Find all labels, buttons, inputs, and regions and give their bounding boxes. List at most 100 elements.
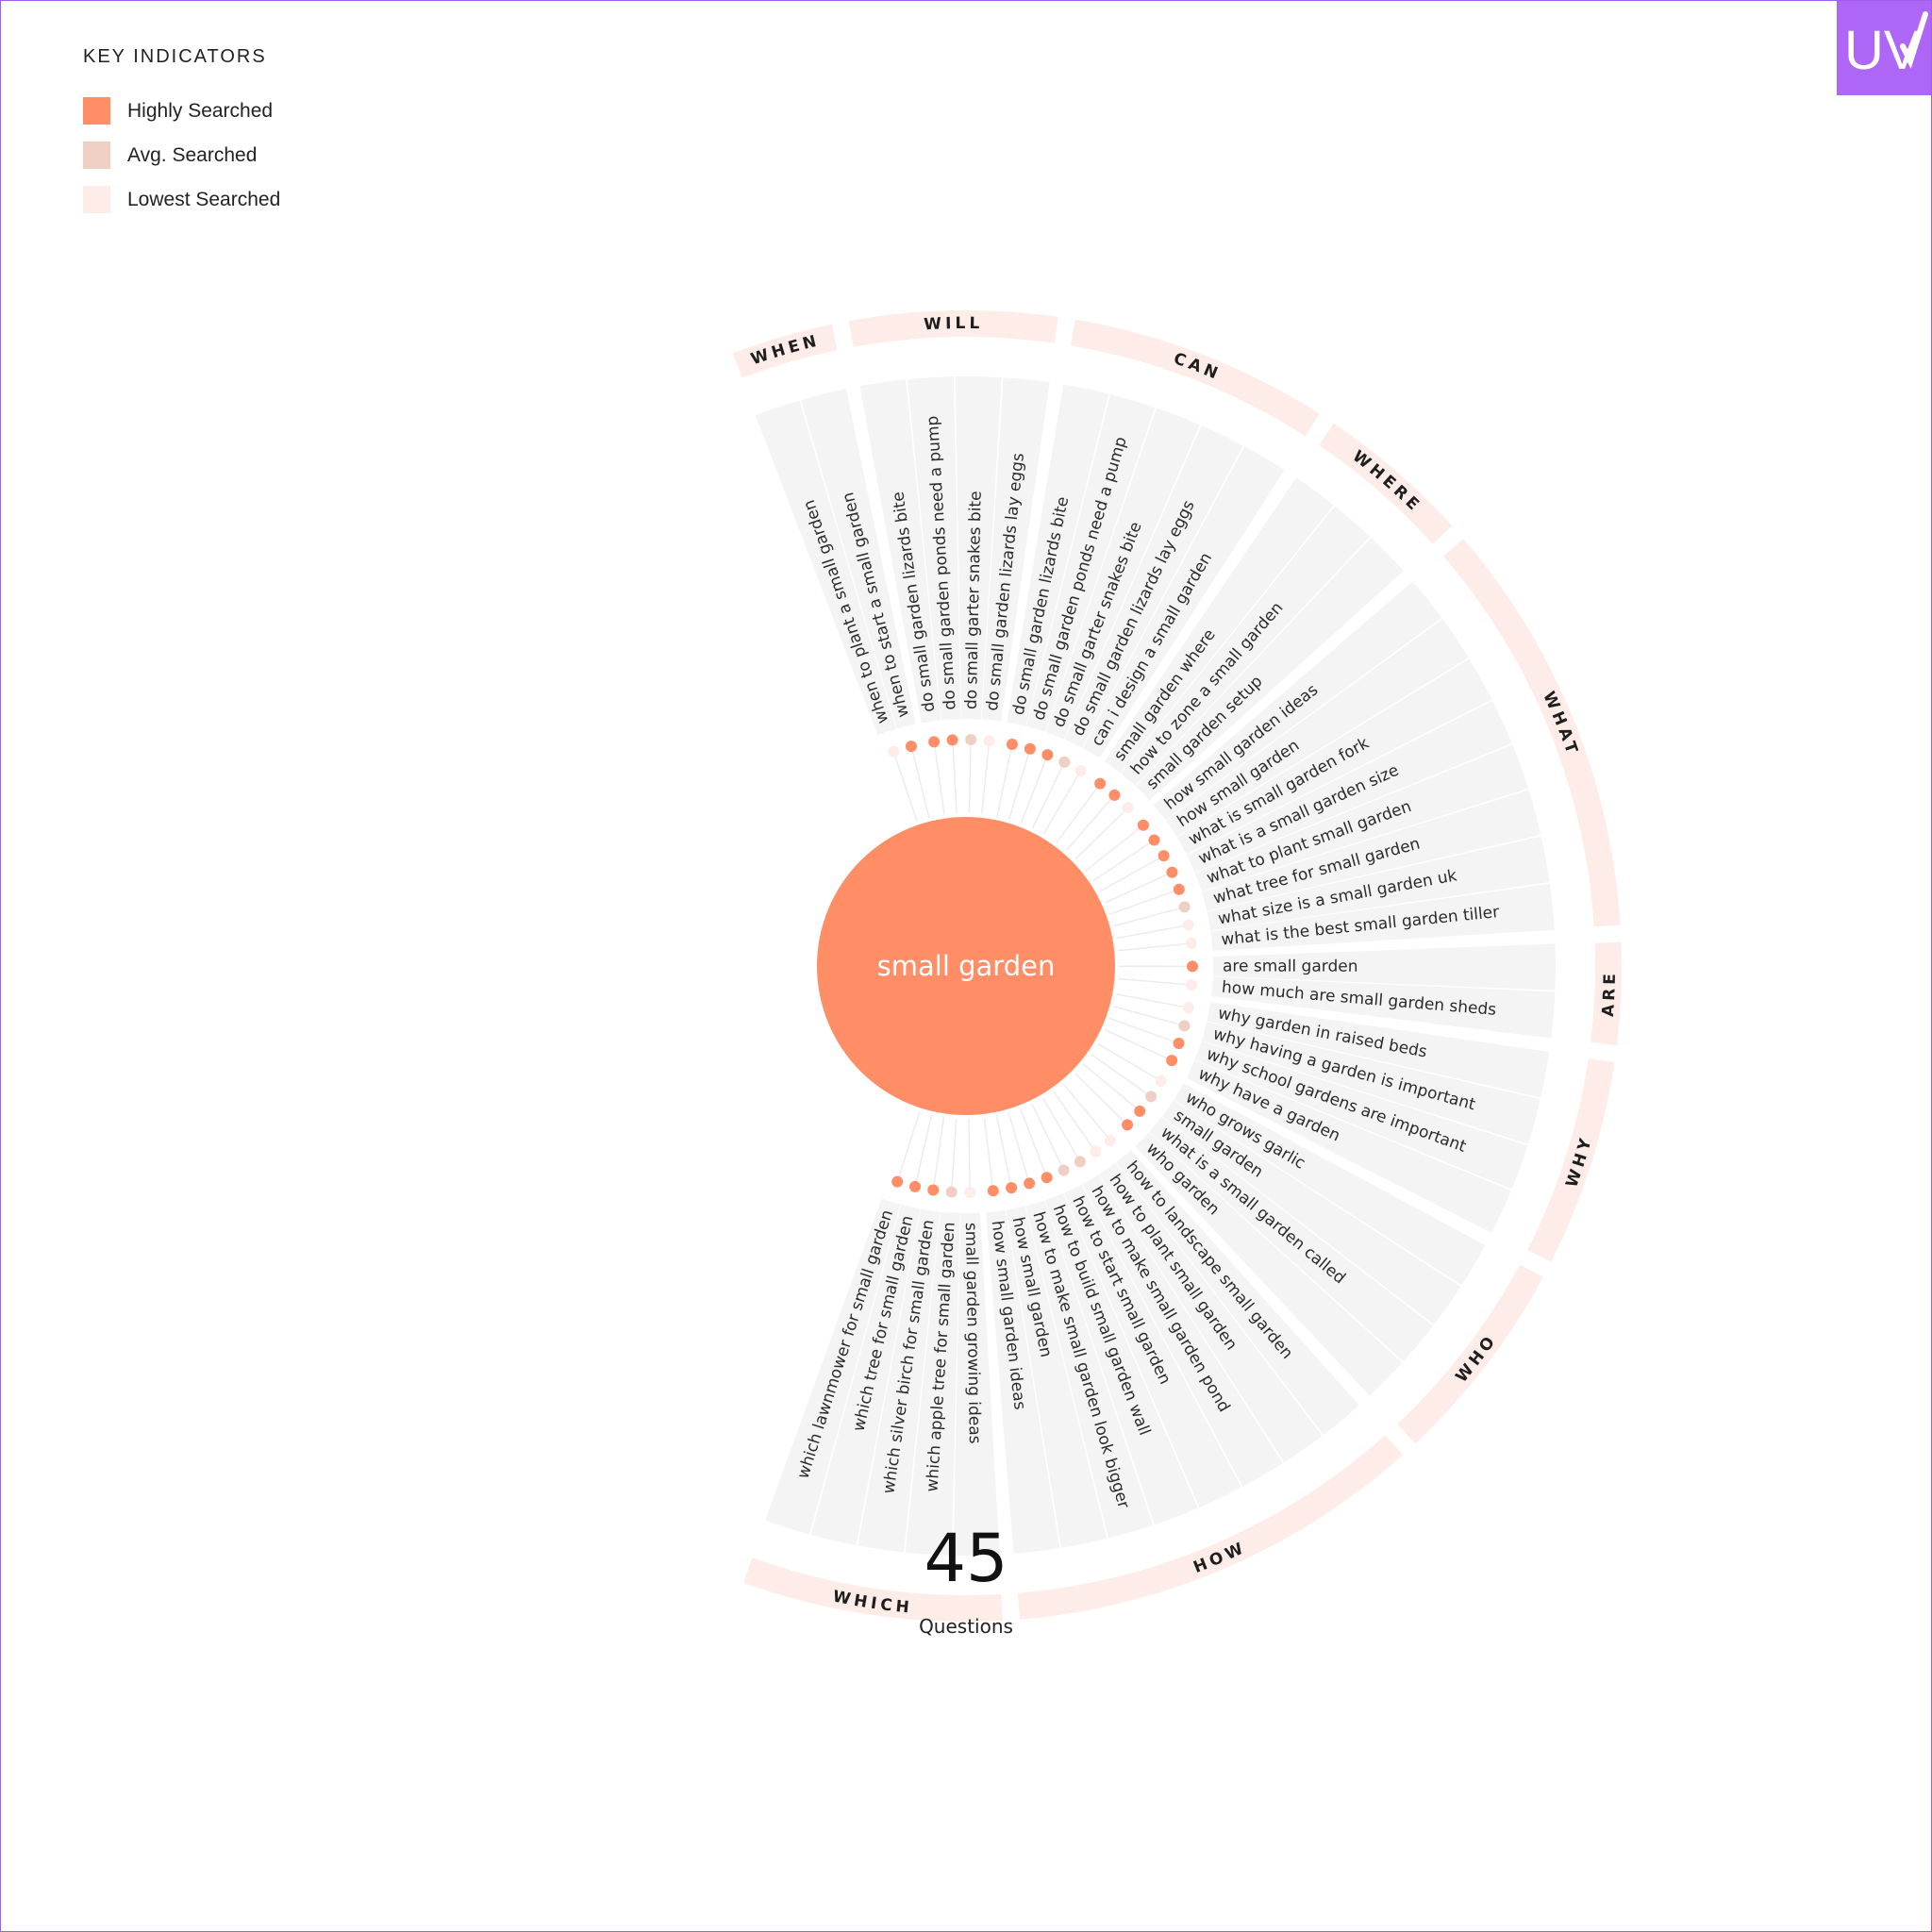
question-slice[interactable] bbox=[1149, 1116, 1434, 1362]
ring-segment-will[interactable] bbox=[848, 310, 1058, 347]
question-slice[interactable] bbox=[1194, 744, 1528, 892]
question-slice[interactable] bbox=[1207, 836, 1550, 931]
search-level-dot[interactable] bbox=[1173, 1038, 1185, 1050]
search-level-dot[interactable] bbox=[946, 734, 958, 746]
search-level-dot[interactable] bbox=[927, 1184, 940, 1196]
search-level-dot[interactable] bbox=[1074, 765, 1087, 777]
question-slice[interactable] bbox=[1176, 658, 1492, 855]
question-slice[interactable] bbox=[1115, 1150, 1359, 1435]
search-level-dot[interactable] bbox=[1183, 919, 1195, 931]
search-level-dot[interactable] bbox=[1074, 1156, 1086, 1168]
question-slice[interactable] bbox=[1064, 425, 1243, 748]
question-slice[interactable] bbox=[1063, 1184, 1241, 1507]
search-level-dot[interactable] bbox=[1155, 1074, 1167, 1087]
search-level-dot[interactable] bbox=[1006, 1182, 1018, 1194]
question-slice[interactable] bbox=[1120, 506, 1371, 787]
search-level-dot[interactable] bbox=[928, 736, 941, 748]
question-slice[interactable] bbox=[1212, 943, 1557, 991]
question-slice[interactable] bbox=[1044, 1192, 1198, 1525]
question-slice[interactable] bbox=[1045, 408, 1200, 740]
search-level-dot[interactable] bbox=[987, 1185, 999, 1197]
search-level-dot[interactable] bbox=[1166, 866, 1178, 878]
search-level-dot[interactable] bbox=[1041, 749, 1054, 761]
search-level-dot[interactable] bbox=[1186, 978, 1198, 991]
ring-segment-when[interactable] bbox=[732, 324, 838, 378]
search-level-dot[interactable] bbox=[1122, 802, 1134, 814]
search-level-dot[interactable] bbox=[1058, 1164, 1070, 1176]
question-slice[interactable] bbox=[1136, 537, 1404, 801]
question-slice[interactable] bbox=[1135, 1132, 1403, 1396]
search-level-dot[interactable] bbox=[945, 1186, 958, 1198]
search-level-dot[interactable] bbox=[1148, 834, 1160, 846]
search-level-dot[interactable] bbox=[1094, 777, 1107, 790]
search-level-dot[interactable] bbox=[983, 735, 995, 747]
search-level-dot[interactable] bbox=[1006, 739, 1018, 751]
question-slice[interactable] bbox=[1153, 581, 1442, 821]
question-slice[interactable] bbox=[1174, 1083, 1486, 1286]
search-level-dot[interactable] bbox=[1122, 1119, 1134, 1131]
search-level-dot[interactable] bbox=[891, 1175, 904, 1188]
search-level-dot[interactable] bbox=[1173, 883, 1185, 895]
question-slice[interactable] bbox=[1210, 883, 1555, 951]
search-level-dot[interactable] bbox=[964, 1186, 976, 1198]
brand-logo[interactable]: UV bbox=[1837, 1, 1931, 95]
question-slice[interactable] bbox=[801, 389, 916, 729]
question-slice[interactable] bbox=[1081, 1174, 1283, 1487]
search-level-dot[interactable] bbox=[1145, 1091, 1158, 1103]
search-level-dot[interactable] bbox=[1090, 1145, 1102, 1158]
question-slice[interactable] bbox=[955, 376, 1002, 720]
search-level-dot[interactable] bbox=[1166, 1055, 1178, 1067]
search-level-dot[interactable] bbox=[905, 741, 917, 753]
question-slice[interactable] bbox=[858, 1208, 941, 1553]
search-level-dot[interactable] bbox=[1108, 789, 1121, 801]
search-level-dot[interactable] bbox=[1041, 1172, 1053, 1184]
ring-segment-which[interactable] bbox=[743, 1557, 1003, 1622]
question-slice[interactable] bbox=[1187, 701, 1512, 874]
question-slice[interactable] bbox=[1165, 619, 1469, 837]
question-slice[interactable] bbox=[1207, 1002, 1550, 1098]
search-level-dot[interactable] bbox=[1178, 901, 1191, 913]
search-level-dot[interactable] bbox=[1058, 756, 1071, 768]
question-slice[interactable] bbox=[765, 1198, 901, 1535]
ring-segment-how[interactable] bbox=[1017, 1435, 1404, 1620]
search-level-dot[interactable] bbox=[1158, 850, 1170, 862]
search-level-dot[interactable] bbox=[1137, 819, 1149, 831]
ring-segment-can[interactable] bbox=[1070, 319, 1320, 437]
search-level-dot[interactable] bbox=[909, 1180, 922, 1192]
search-level-dot[interactable] bbox=[1104, 1134, 1116, 1146]
question-slice[interactable] bbox=[986, 1209, 1060, 1554]
search-level-dot[interactable] bbox=[1024, 1177, 1036, 1190]
ring-segment-where[interactable] bbox=[1319, 423, 1453, 544]
question-slice[interactable] bbox=[859, 379, 941, 724]
question-slice[interactable] bbox=[1006, 1206, 1108, 1548]
question-slice[interactable] bbox=[1186, 1059, 1511, 1233]
ring-segment-what[interactable] bbox=[1443, 539, 1621, 927]
question-slice[interactable] bbox=[1099, 1162, 1323, 1463]
search-level-dot[interactable] bbox=[1134, 1105, 1146, 1117]
ring-segment-why[interactable] bbox=[1527, 1058, 1615, 1262]
question-slice[interactable] bbox=[1007, 384, 1109, 726]
search-level-dot[interactable] bbox=[1185, 937, 1197, 949]
search-level-dot[interactable] bbox=[1186, 960, 1198, 973]
question-slice[interactable] bbox=[953, 1212, 1000, 1556]
question-slice[interactable] bbox=[755, 400, 896, 736]
ring-segment-who[interactable] bbox=[1397, 1264, 1543, 1444]
question-slice[interactable] bbox=[1161, 1100, 1461, 1325]
ring-segment-are[interactable] bbox=[1591, 941, 1623, 1046]
question-slice[interactable] bbox=[1025, 1200, 1154, 1539]
question-slice[interactable] bbox=[981, 377, 1050, 722]
question-slice[interactable] bbox=[1202, 790, 1541, 911]
search-level-dot[interactable] bbox=[1182, 1002, 1194, 1014]
question-slice[interactable] bbox=[1201, 1022, 1541, 1144]
question-slice[interactable] bbox=[1211, 976, 1556, 1039]
question-slice[interactable] bbox=[1082, 446, 1285, 758]
search-level-dot[interactable] bbox=[1178, 1020, 1191, 1032]
question-slice[interactable] bbox=[1104, 477, 1334, 774]
question-slice[interactable] bbox=[810, 1204, 921, 1546]
keyword-circle[interactable] bbox=[817, 817, 1115, 1115]
search-level-dot[interactable] bbox=[965, 734, 977, 746]
question-slice[interactable] bbox=[905, 1211, 960, 1556]
search-level-dot[interactable] bbox=[888, 745, 900, 758]
question-slice[interactable] bbox=[1194, 1041, 1528, 1190]
question-slice[interactable] bbox=[1026, 394, 1156, 732]
